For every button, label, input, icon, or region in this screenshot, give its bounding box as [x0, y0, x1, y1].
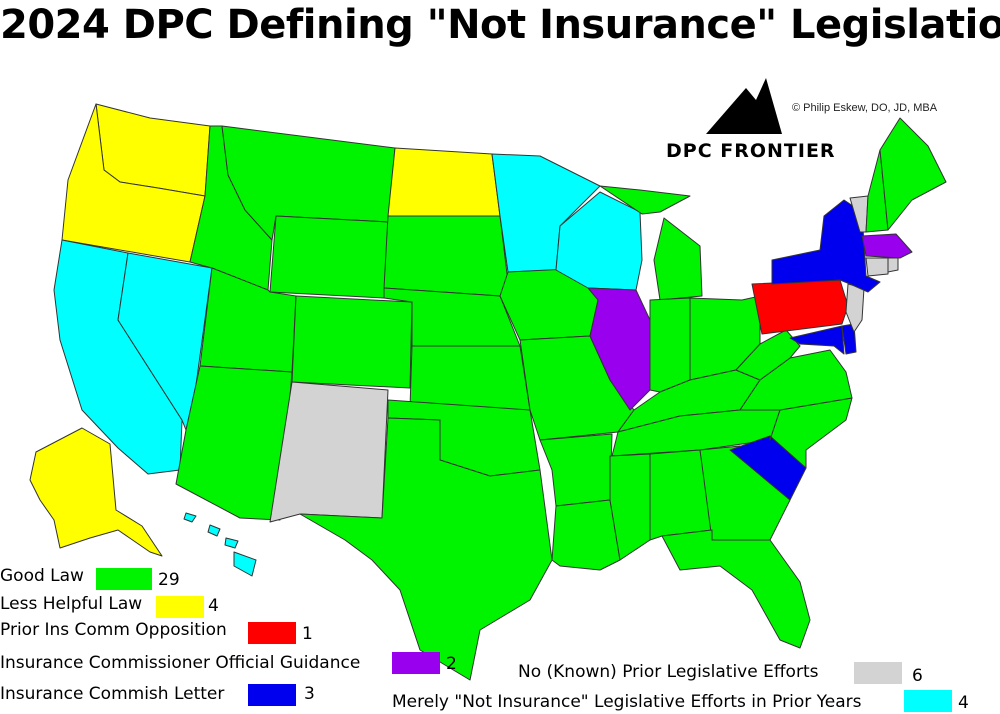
state-illinois — [587, 287, 651, 411]
state-kansas — [409, 345, 531, 411]
legend-label-insurance-commish-letter: Insurance Commish Letter — [0, 684, 225, 704]
state-maryland — [789, 325, 845, 355]
state-west-virginia — [735, 329, 801, 381]
state-michigan — [653, 217, 703, 301]
state-connecticut — [865, 257, 889, 277]
state-pennsylvania — [751, 279, 849, 335]
legend-swatch-no-known-prior-legislative-efforts — [854, 662, 902, 684]
state-mississippi — [609, 453, 651, 561]
state-michigan-up — [599, 185, 691, 215]
legend-label-no-known-prior-legislative-efforts: No (Known) Prior Legislative Efforts — [518, 662, 819, 682]
state-colorado — [291, 295, 413, 389]
legend-count-not-insurance-legislative-efforts-prior-years: 4 — [958, 693, 969, 713]
legend-count-good-law: 29 — [158, 570, 180, 590]
copyright-credit: © Philip Eskew, DO, JD, MBA — [792, 102, 938, 114]
state-indiana — [649, 297, 691, 393]
state-wisconsin — [555, 191, 643, 291]
legend-count-insurance-commish-letter: 3 — [304, 684, 315, 704]
legend-swatch-insurance-commissioner-official-guidance — [392, 652, 440, 674]
legend-label-prior-ins-comm-opposition: Prior Ins Comm Opposition — [0, 620, 227, 640]
legend-label-good-law: Good Law — [0, 566, 84, 586]
brand-name: DPC FRONTIER — [666, 140, 836, 162]
legend-swatch-insurance-commish-letter — [248, 684, 296, 706]
state-louisiana — [551, 499, 621, 571]
legend-swatch-good-law — [96, 568, 152, 590]
legend-count-less-helpful-law: 4 — [208, 596, 219, 616]
state-new-york — [771, 199, 881, 293]
legend-count-prior-ins-comm-opposition: 1 — [302, 624, 313, 644]
state-texas — [299, 417, 553, 681]
state-massachusetts — [861, 233, 913, 259]
state-delaware — [841, 323, 857, 355]
state-arkansas — [539, 433, 613, 507]
legend-label-not-insurance-legislative-efforts-prior-years: Merely "Not Insurance" Legislative Effor… — [392, 692, 862, 712]
legend-swatch-not-insurance-legislative-efforts-prior-years — [904, 690, 952, 712]
state-wyoming — [269, 215, 389, 299]
state-rhode-island — [887, 257, 899, 273]
state-alaska — [29, 427, 163, 557]
map-title: 2024 DPC Defining "Not Insurance" Legisl… — [0, 2, 1000, 48]
state-georgia — [699, 445, 791, 541]
state-hawaii — [183, 512, 257, 577]
state-north-dakota — [387, 147, 501, 217]
legend-swatch-less-helpful-law — [156, 596, 204, 618]
legend-label-less-helpful-law: Less Helpful Law — [0, 594, 143, 614]
state-florida — [661, 529, 811, 649]
legend-label-insurance-commissioner-official-guidance: Insurance Commissioner Official Guidance — [0, 653, 361, 673]
state-arizona — [175, 365, 293, 521]
state-maine — [879, 117, 947, 231]
mountain-logo-icon — [706, 78, 782, 134]
legend-swatch-prior-ins-comm-opposition — [248, 622, 296, 644]
state-south-dakota — [383, 215, 509, 297]
legend-count-no-known-prior-legislative-efforts: 6 — [912, 666, 923, 686]
legend-count-insurance-commissioner-official-guidance: 2 — [446, 654, 457, 674]
